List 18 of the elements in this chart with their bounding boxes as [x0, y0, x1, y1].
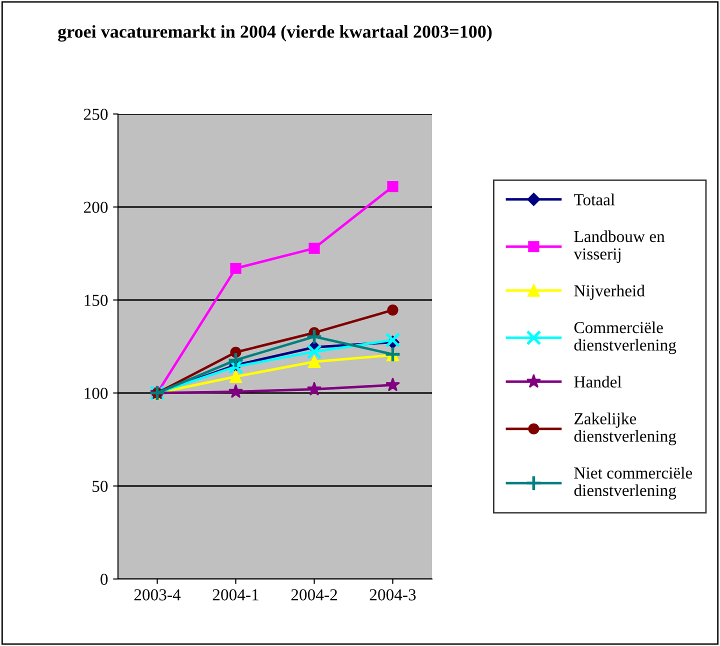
- y-tick-label: 250: [84, 108, 108, 120]
- x-tick-label: 2003-4: [134, 589, 181, 600]
- legend-label: Commerciële dienstverlening: [574, 321, 676, 354]
- y-tick-label: 0: [100, 574, 108, 585]
- legend-label: Totaal: [574, 194, 615, 206]
- chart-title: groei vacaturemarkt in 2004 (vierde kwartaal 2003=100): [58, 25, 492, 42]
- legend-label: Zakelijke dienstverlening: [574, 412, 676, 446]
- y-tick-label: 200: [84, 202, 108, 213]
- legend-label: Nijverheid: [574, 284, 645, 300]
- y-tick-label: 150: [84, 294, 108, 306]
- y-tick-label: 100: [84, 388, 108, 399]
- x-tick-label: 2004-1: [212, 589, 258, 600]
- x-tick-label: 2004-2: [291, 589, 337, 600]
- y-tick-label: 50: [92, 480, 108, 492]
- legend-label: Landbouw en visserij: [574, 230, 665, 263]
- x-tick-label: 2004-3: [370, 589, 416, 600]
- legend-label: Niet commerciële dienstverlening: [574, 466, 692, 500]
- legend-label: Handel: [574, 376, 622, 388]
